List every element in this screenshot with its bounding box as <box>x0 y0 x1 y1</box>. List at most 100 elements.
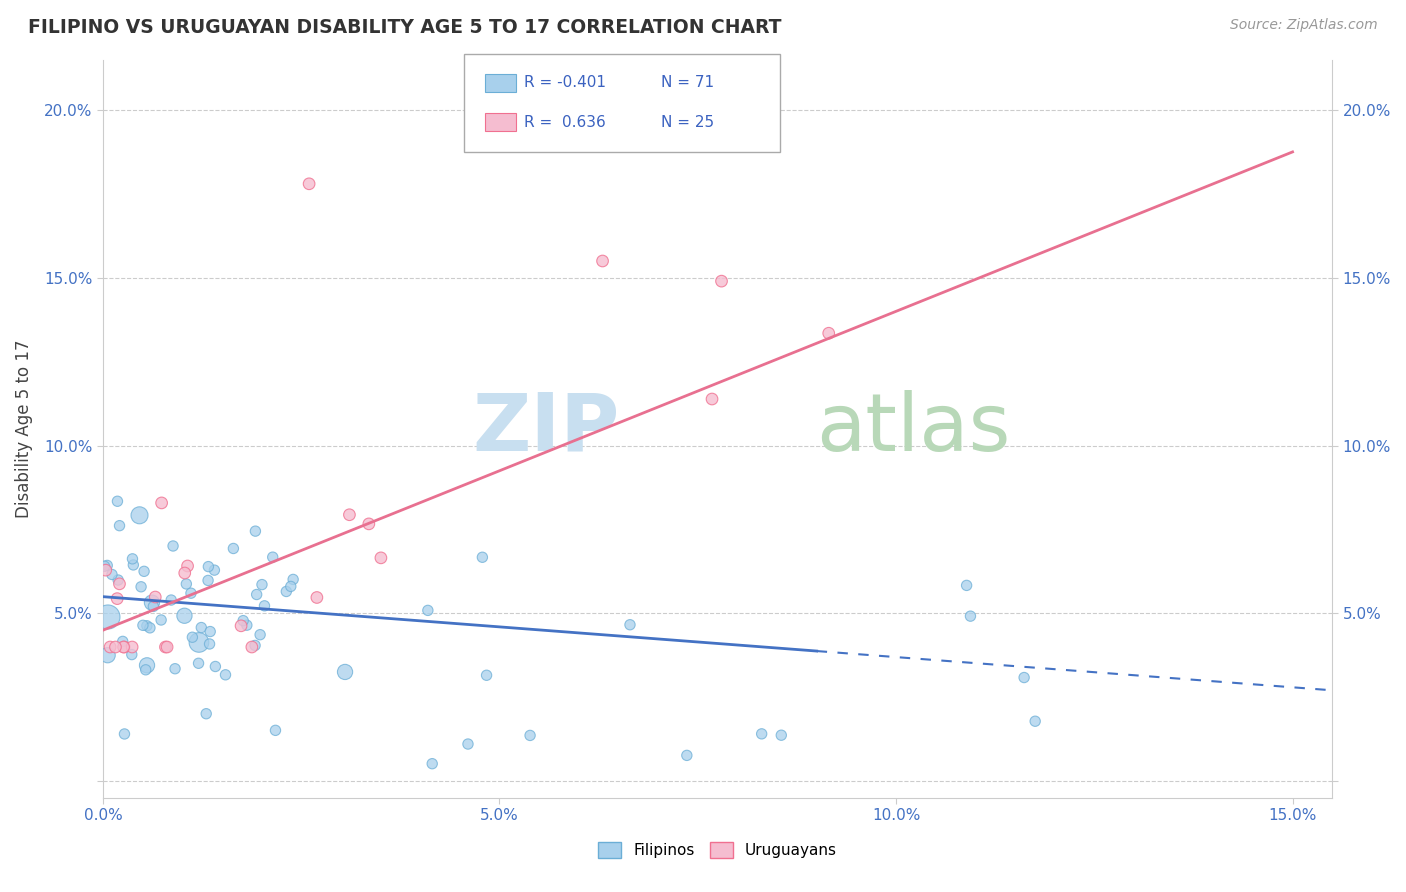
Point <box>198 637 221 651</box>
Point <box>281 573 304 587</box>
Point <box>162 539 184 553</box>
Text: N = 71: N = 71 <box>661 76 714 90</box>
Point <box>197 574 219 588</box>
Point <box>97 648 120 663</box>
Point <box>416 603 439 617</box>
Point <box>222 541 245 556</box>
Point <box>187 657 209 671</box>
Point <box>420 756 443 771</box>
Point <box>173 566 195 580</box>
Point <box>121 640 143 654</box>
Point <box>240 640 263 654</box>
Point <box>155 640 177 654</box>
Point <box>136 658 159 673</box>
Point <box>108 518 131 533</box>
Point <box>200 624 222 639</box>
Point <box>190 621 212 635</box>
Legend: Filipinos, Uruguayans: Filipinos, Uruguayans <box>592 836 844 864</box>
Point <box>357 516 380 531</box>
Point <box>129 580 152 594</box>
Point <box>339 508 361 522</box>
Point <box>150 613 173 627</box>
Point <box>132 565 155 579</box>
Point <box>93 559 115 574</box>
Point <box>104 640 127 654</box>
Point <box>160 593 183 607</box>
Point <box>142 599 165 614</box>
Text: R = -0.401: R = -0.401 <box>524 76 606 90</box>
Point <box>132 618 155 632</box>
Point <box>298 177 321 191</box>
Point <box>141 596 163 610</box>
Point <box>107 573 129 587</box>
Point <box>156 640 179 654</box>
Point <box>592 254 614 268</box>
Point <box>710 274 733 288</box>
Point <box>250 577 273 591</box>
Point <box>676 748 699 763</box>
Point <box>229 619 252 633</box>
Text: N = 25: N = 25 <box>661 115 714 129</box>
Point <box>108 577 131 591</box>
Point <box>519 728 541 742</box>
Point <box>98 640 121 654</box>
Point <box>135 663 157 677</box>
Point <box>253 599 276 613</box>
Point <box>97 610 120 624</box>
Text: R =  0.636: R = 0.636 <box>524 115 606 129</box>
Point <box>202 563 225 577</box>
Point <box>96 558 118 573</box>
Point <box>135 619 157 633</box>
Point <box>105 591 128 606</box>
Point <box>475 668 498 682</box>
Point <box>204 659 226 673</box>
Point <box>101 567 124 582</box>
Point <box>249 628 271 642</box>
Point <box>94 563 117 577</box>
Point <box>128 508 150 523</box>
Point <box>114 727 136 741</box>
Point <box>195 706 218 721</box>
Point <box>700 392 723 406</box>
Point <box>280 579 302 593</box>
Point <box>370 550 392 565</box>
Text: Source: ZipAtlas.com: Source: ZipAtlas.com <box>1230 18 1378 32</box>
Point <box>262 550 284 565</box>
Point <box>121 648 143 662</box>
Point <box>236 618 259 632</box>
Point <box>176 577 198 591</box>
Point <box>619 617 641 632</box>
Text: ZIP: ZIP <box>472 390 619 467</box>
Point <box>457 737 479 751</box>
Y-axis label: Disability Age 5 to 17: Disability Age 5 to 17 <box>15 340 32 518</box>
Point <box>107 494 129 508</box>
Point <box>305 591 328 605</box>
Point <box>232 614 254 628</box>
Point <box>1024 714 1046 729</box>
Point <box>181 630 204 644</box>
Point <box>112 640 135 654</box>
Point <box>163 662 186 676</box>
Point <box>817 326 839 341</box>
Point <box>246 587 269 601</box>
Point <box>173 608 195 623</box>
Point <box>276 584 298 599</box>
Text: atlas: atlas <box>815 390 1011 467</box>
Point <box>1012 671 1035 685</box>
Point <box>751 727 773 741</box>
Point <box>112 640 135 654</box>
Point <box>471 550 494 565</box>
Point <box>122 558 145 572</box>
Point <box>959 609 981 624</box>
Point <box>264 723 287 738</box>
Point <box>150 496 173 510</box>
Point <box>187 635 209 649</box>
Point <box>143 590 166 604</box>
Point <box>121 552 143 566</box>
Point <box>214 668 236 682</box>
Point <box>770 728 793 742</box>
Point <box>176 559 198 574</box>
Text: FILIPINO VS URUGUAYAN DISABILITY AGE 5 TO 17 CORRELATION CHART: FILIPINO VS URUGUAYAN DISABILITY AGE 5 T… <box>28 18 782 37</box>
Point <box>139 621 162 635</box>
Point <box>197 559 219 574</box>
